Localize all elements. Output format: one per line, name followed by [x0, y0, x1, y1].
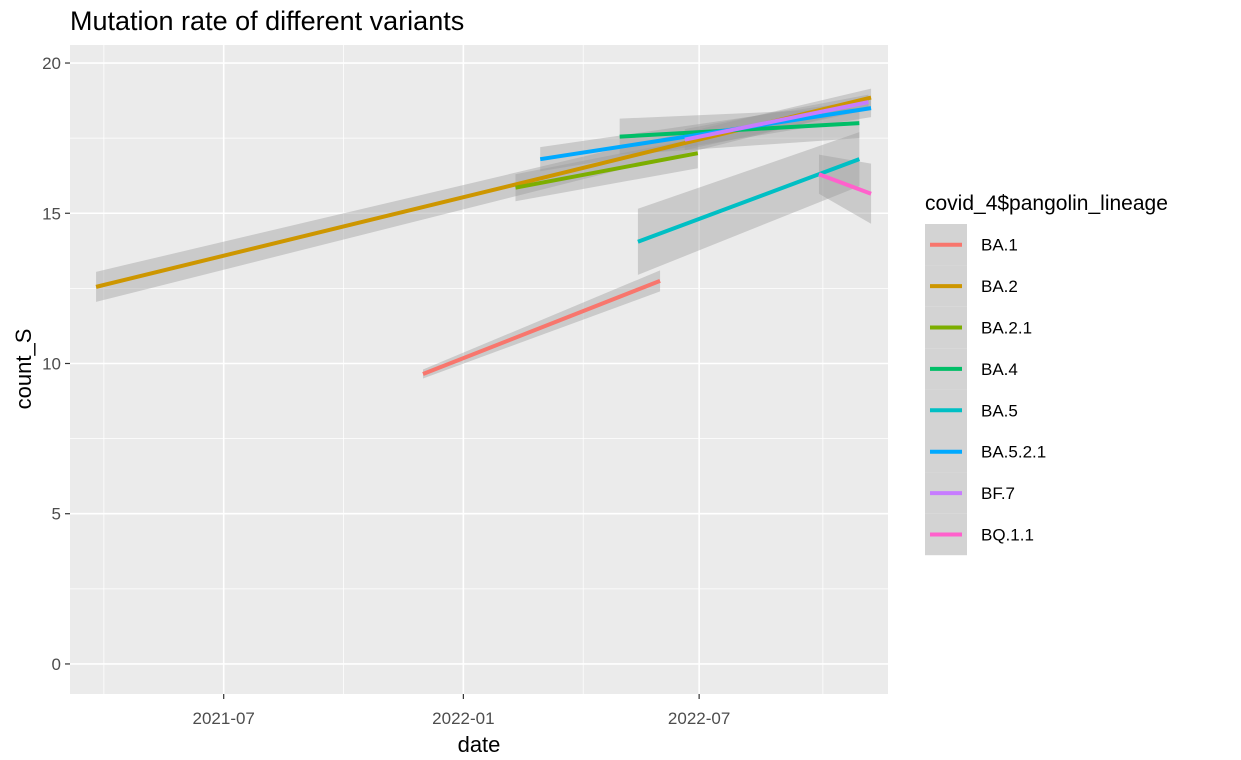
x-tick-label: 2022-01 — [432, 709, 494, 728]
x-tick-label: 2022-07 — [668, 709, 730, 728]
legend-label: BA.5 — [981, 401, 1018, 420]
legend-label: BF.7 — [981, 484, 1015, 503]
y-tick-label: 20 — [42, 54, 61, 73]
grid-minor — [70, 45, 888, 694]
legend-label: BA.2 — [981, 277, 1018, 296]
y-axis-title: count_S — [11, 329, 36, 410]
x-axis: 2021-07 2022-01 2022-07 — [193, 694, 730, 728]
x-tick-label: 2021-07 — [193, 709, 255, 728]
legend-label: BA.2.1 — [981, 319, 1032, 338]
series-line-BF.7 — [684, 100, 869, 142]
chart-title: Mutation rate of different variants — [70, 6, 464, 36]
legend-label: BA.4 — [981, 360, 1018, 379]
legend-label: BQ.1.1 — [981, 526, 1034, 545]
legend-label: BA.5.2.1 — [981, 443, 1046, 462]
y-tick-label: 0 — [52, 655, 61, 674]
series-line-BA.1 — [422, 279, 661, 376]
y-tick-label: 5 — [52, 505, 61, 524]
y-tick-label: 15 — [42, 204, 61, 223]
confidence-band-BQ.1.1 — [818, 154, 872, 224]
series-lines — [95, 95, 872, 376]
series-line-BQ.1.1 — [818, 172, 872, 196]
legend-title: covid_4$pangolin_lineage — [925, 192, 1168, 215]
series-line-BA.5 — [637, 157, 861, 244]
y-tick-label: 10 — [42, 354, 61, 373]
x-axis-title: date — [458, 732, 501, 757]
confidence-band-BA.5 — [637, 132, 860, 275]
confidence-band-BA.2 — [96, 88, 872, 302]
legend: covid_4$pangolin_lineage BA.1 BA.2 BA.2.1 B… — [925, 192, 1168, 556]
y-axis: 0 5 10 15 20 — [42, 54, 70, 674]
grid-major — [70, 45, 888, 694]
plot-panel — [70, 45, 888, 694]
legend-label: BA.1 — [981, 236, 1018, 255]
series-line-BA.2.1 — [515, 151, 699, 190]
